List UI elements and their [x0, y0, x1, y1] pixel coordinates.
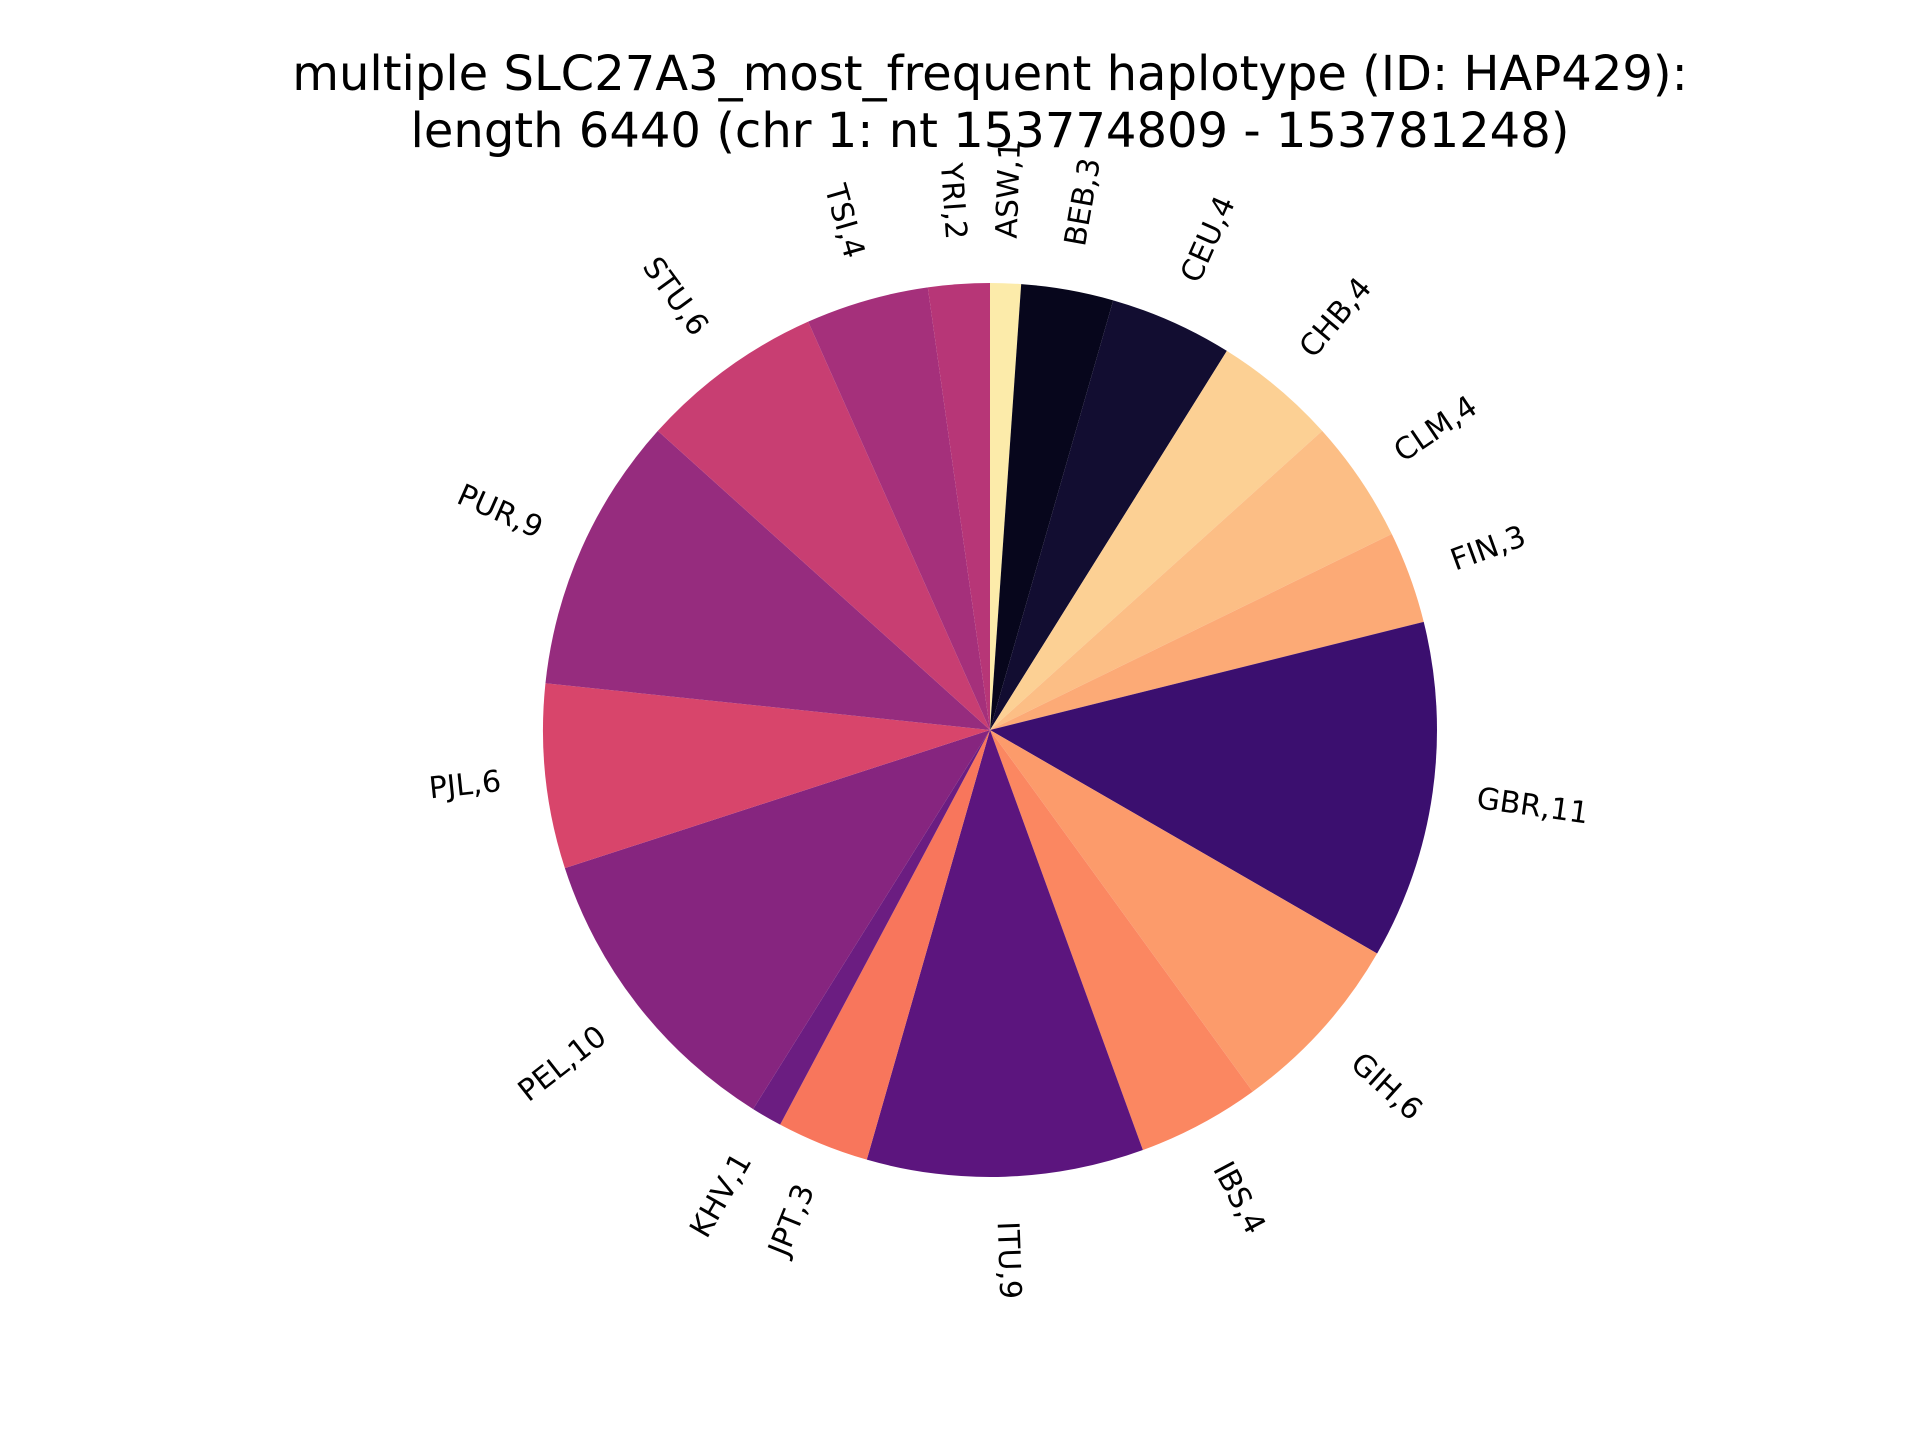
pie-slice-pel — [564, 730, 990, 1110]
pie-label-yri: YRI,2 — [933, 161, 973, 241]
pie-label-asw: ASW,1 — [990, 140, 1028, 239]
pie-label-gih: GIH,6 — [1344, 1046, 1429, 1128]
pie-slice-gbr — [990, 621, 1437, 954]
pie-slice-pur — [545, 430, 990, 730]
pie-slice-itu — [866, 730, 1143, 1177]
pie-label-gbr: GBR,11 — [1474, 781, 1590, 831]
pie-label-itu: ITU,9 — [990, 1221, 1028, 1300]
pie-slice-stu — [657, 321, 990, 730]
pie-label-clm: CLM,4 — [1388, 389, 1484, 470]
pie-slice-gih — [990, 730, 1378, 1092]
pie-label-beb: BEB,3 — [1058, 155, 1108, 248]
pie-slice-clm — [990, 430, 1392, 730]
pie-label-ibs: IBS,4 — [1205, 1156, 1272, 1240]
pie-slice-asw — [990, 283, 1022, 730]
pie-slice-jpt — [780, 730, 990, 1160]
pie-label-fin: FIN,3 — [1446, 519, 1530, 578]
pie-slice-ibs — [990, 730, 1253, 1151]
pie-slice-ceu — [990, 300, 1227, 730]
pie-label-jpt: JPT,3 — [761, 1179, 822, 1262]
pie-label-chb: CHB,4 — [1293, 271, 1379, 365]
pie-slice-tsi — [808, 287, 990, 730]
pie-label-tsi: TSI,4 — [817, 180, 872, 263]
pie-label-ceu: CEU,4 — [1174, 191, 1243, 288]
pie-slices — [543, 283, 1437, 1177]
chart-title-line-2: length 6440 (chr 1: nt 153774809 - 15378… — [411, 103, 1570, 159]
pie-label-pel: PEL,10 — [512, 1019, 614, 1109]
chart-title-line-1: multiple SLC27A3_most_frequent haplotype… — [292, 46, 1688, 102]
pie-label-pur: PUR,9 — [452, 478, 548, 546]
pie-slice-fin — [990, 534, 1424, 730]
pie-label-khv: KHV,1 — [683, 1147, 759, 1244]
pie-slice-yri — [927, 283, 990, 730]
pie-label-stu: STU,6 — [635, 251, 715, 343]
pie-slice-chb — [990, 350, 1323, 730]
pie-slice-beb — [990, 284, 1114, 730]
pie-slice-khv — [753, 730, 990, 1125]
pie-label-pjl: PJL,6 — [427, 764, 503, 806]
pie-slice-pjl — [543, 683, 990, 869]
